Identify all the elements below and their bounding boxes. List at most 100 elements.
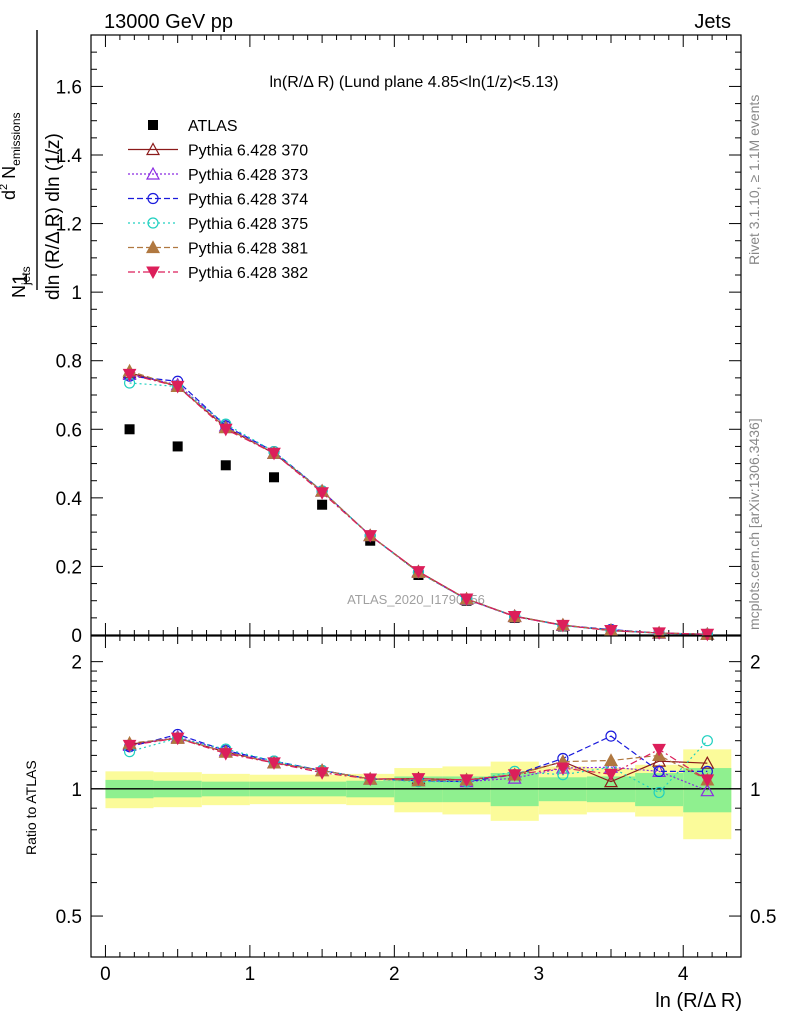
header-right: Jets [694,11,731,33]
legend-marker [145,166,161,180]
ratio-y-tick-label: 2 [71,653,82,674]
side-label-bottom: mcplots.cern.ch [arXiv:1306.3436] [746,418,762,630]
legend-entry-pythia-6-428-382: Pythia 6.428 382 [128,265,308,282]
legend-marker [147,192,159,205]
atlas-data-point [317,499,328,510]
legend-label: Pythia 6.428 375 [188,216,308,233]
series-pythia-6-428-382 [122,368,715,642]
ylabel-numerator: d2 Nemissions [0,113,23,201]
main-y-tick-label: 1.2 [56,215,82,236]
uncertainty-band-inner [635,773,684,807]
atlas-data-point [172,441,183,452]
series-atlas [124,424,713,640]
ratio-data-point [363,773,378,787]
main-plot-frame [90,34,742,636]
ratio-data-point [653,786,665,799]
legend-marker [148,120,158,130]
x-tick-label: 1 [245,964,256,985]
ratio-series-line [129,736,708,792]
data-point [267,447,281,461]
ratio-data-point [267,757,281,770]
x-tick-label: 4 [678,964,689,985]
x-tick-label: 2 [389,964,400,985]
ratio-data-point [507,769,522,782]
ratio-data-point [603,774,619,788]
data-point [652,627,666,640]
main-ylabel: 1 Njets dln (R/Δ R) dln (1/z) d2 Nemissi… [0,30,64,300]
header-left: 13000 GeV pp [104,11,233,33]
atlas-data-point [269,472,280,483]
legend-entry-pythia-6-428-374: Pythia 6.428 374 [128,192,308,209]
ratio-data-point [700,783,715,797]
legend-label: Pythia 6.428 381 [188,241,308,258]
data-point [122,368,137,382]
legend-label: Pythia 6.428 370 [188,143,308,160]
legend-label: ATLAS [188,118,238,135]
ratio-data-point [604,768,618,782]
ratio-y-tick-label: 1 [71,780,82,801]
legend-label: Pythia 6.428 374 [188,192,308,209]
main-y-tick-label: 0.2 [56,557,82,578]
legend: ATLAS Pythia 6.428 370 Pythia 6.428 373 Pyt… [128,118,308,282]
main-y-tick-label: 1 [71,283,82,304]
legend-entry-pythia-6-428-381: Pythia 6.428 381 [128,240,308,258]
data-point [604,625,618,638]
ratio-data-point [700,755,715,769]
ratio-data-point [315,767,329,780]
data-point [363,530,378,543]
main-y-tick-label: 0.6 [56,420,82,441]
main-panel: 0 0.2 0.4 0.6 0.8 1 1.2 1.4 1.6 [56,34,742,647]
ratio-y-tick-label-right: 2 [750,653,761,674]
legend-marker [145,240,161,254]
ratio-data-point [411,773,426,786]
data-point [411,566,426,579]
ratio-data-point [653,765,665,777]
x-tick-label: 0 [100,964,111,985]
ratio-plot-frame [90,635,742,958]
legend-entry-pythia-6-428-370: Pythia 6.428 370 [128,142,308,160]
ratio-y-tick-label-right: 1 [750,780,761,801]
legend-entry-pythia-6-428-375: Pythia 6.428 375 [128,216,308,233]
ratio-data-point [605,730,617,742]
ratio-data-point [218,748,233,761]
ratio-panel: 0.5 0.5 1 1 2 2 0 1 2 3 4 [56,635,776,985]
legend-entry-pythia-6-428-373: Pythia 6.428 373 [128,166,308,184]
data-point [507,610,522,624]
legend-marker [147,217,159,229]
ylabel-fraction-one: 1 [9,273,32,285]
ratio-ylabel: Ratio to ATLAS [23,760,39,855]
ratio-data-point [556,762,570,776]
ratio-data-point [122,739,137,753]
legend-entry-atlas: ATLAS [148,118,238,135]
watermark: ATLAS_2020_I1790256 [347,592,485,607]
ratio-data-point [652,743,666,757]
data-point [218,423,233,437]
data-point [556,619,570,633]
ratio-data-point [700,774,715,787]
main-y-tick-label: 0.4 [56,489,83,510]
data-point [170,380,185,394]
data-point [700,628,715,642]
ratio-y-tick-label-right: 0.5 [750,907,776,928]
x-tick-label: 3 [533,964,544,985]
legend-label: Pythia 6.428 382 [188,265,308,282]
ratio-data-point [170,732,185,746]
plot-title: ln(R/Δ R) (Lund plane 4.85<ln(1/z)<5.13) [269,74,558,91]
main-y-tick-label: 0.8 [56,352,82,373]
data-point [315,487,329,500]
ratio-data-point [701,735,713,747]
ratio-data-point [603,753,619,767]
ratio-series-pythia-6-428-382 [122,732,715,787]
ratio-y-tick-label: 0.5 [56,907,82,928]
legend-label: Pythia 6.428 373 [188,167,308,184]
main-y-tick-label: 0 [71,626,82,647]
data-point [459,593,474,607]
ylabel-denominator: dln (R/Δ R) dln (1/z) [43,133,64,300]
atlas-data-point [220,460,231,471]
x-axis-label: ln (R/Δ R) [655,990,742,1012]
ratio-data-point [459,774,474,787]
side-label-top: Rivet 3.1.10, ≥ 1.1M events [746,95,762,265]
legend-marker [146,266,160,280]
legend-marker [145,142,161,156]
